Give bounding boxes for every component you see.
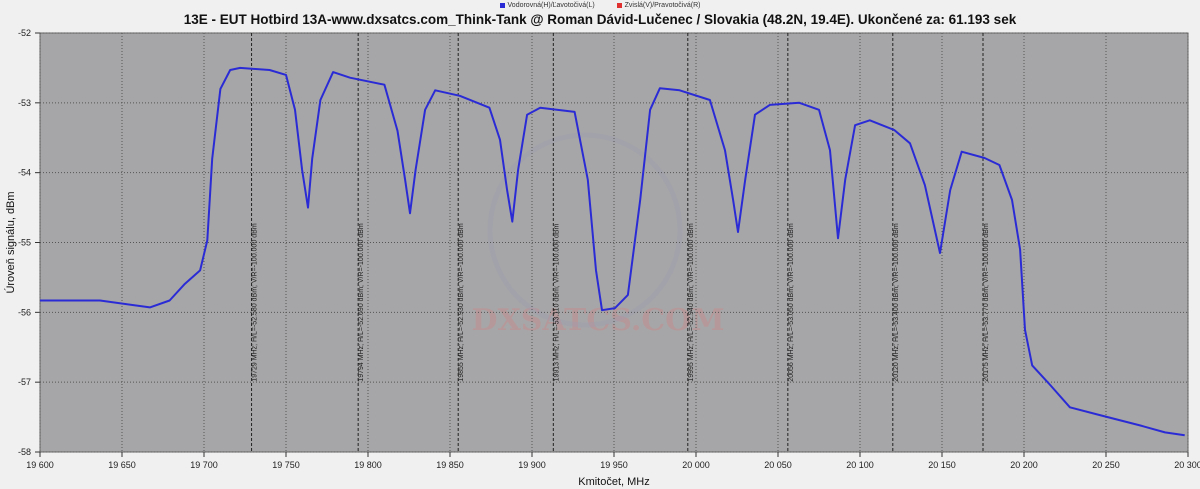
x-tick-label: 19 800 <box>354 460 382 470</box>
y-tick-label: -56 <box>18 307 31 317</box>
chart-title: 13E - EUT Hotbird 13A-www.dxsatcs.com_Th… <box>183 12 1017 27</box>
x-tick-label: 20 000 <box>682 460 710 470</box>
x-tick-label: 20 150 <box>928 460 956 470</box>
marker-label: 20120 MHz; H/L=-53.400 dBm; V/R=-100.000… <box>893 223 900 382</box>
y-tick-label: -54 <box>18 168 31 178</box>
legend-entry-vertical[interactable]: Zvislá(V)/Pravotočivá(R) <box>616 2 701 9</box>
legend-label: Zvislá(V)/Pravotočivá(R) <box>624 2 701 9</box>
x-tick-label: 19 750 <box>272 460 300 470</box>
x-tick-label: 19 650 <box>108 460 136 470</box>
marker-label: 20175 MHz; H/L=-53.770 dBm; V/R=-100.000… <box>983 223 990 382</box>
x-tick-label: 19 850 <box>436 460 464 470</box>
y-axis-label: Úroveň signálu, dBm <box>4 191 17 293</box>
marker-label: 19794 MHz; H/L=-52.690 dBm; V/R=-100.000… <box>358 223 365 382</box>
legend: Vodorovná(H)/Ľavotočivá(L) Zvislá(V)/Pra… <box>0 2 1200 9</box>
y-tick-label: -57 <box>18 377 31 387</box>
x-tick-label: 19 900 <box>518 460 546 470</box>
x-tick-label: 19 600 <box>26 460 54 470</box>
y-tick-label: -58 <box>18 447 31 457</box>
y-tick-label: -55 <box>18 238 31 248</box>
x-tick-label: 20 300 <box>1174 460 1200 470</box>
marker-label: 19913 MHz; H/L=-53.110 dBm; V/R=-100.000… <box>553 223 560 381</box>
watermark-ring <box>487 132 683 328</box>
marker-label: 20056 MHz; H/L=-53.050 dBm; V/R=-100.000… <box>788 223 795 382</box>
x-tick-label: 19 700 <box>190 460 218 470</box>
x-tick-label: 20 250 <box>1092 460 1120 470</box>
watermark-logo: DXSATCS.COM <box>471 303 724 338</box>
x-tick-label: 20 100 <box>846 460 874 470</box>
series-line <box>40 66 1185 437</box>
x-tick-label: 19 950 <box>600 460 628 470</box>
legend-swatch-red <box>616 2 622 8</box>
y-tick-label: -52 <box>18 28 31 38</box>
legend-entry-horizontal[interactable]: Vodorovná(H)/Ľavotočivá(L) <box>499 2 595 9</box>
x-tick-label: 20 050 <box>764 460 792 470</box>
x-tick-label: 20 200 <box>1010 460 1038 470</box>
marker-label: 19729 MHz; H/L=-52.580 dBm; V/R=-100.000… <box>252 223 259 382</box>
x-axis-label: Kmitočet, MHz <box>578 476 650 488</box>
marker-label: 19995 MHz; H/L=-52.940 dBm; V/R=-100.000… <box>688 223 695 382</box>
marker-label: 19855 MHz; H/L=-52.930 dBm; V/R=-100.000… <box>458 223 465 382</box>
legend-label: Vodorovná(H)/Ľavotočivá(L) <box>507 2 595 9</box>
legend-swatch-blue <box>499 2 505 8</box>
y-tick-label: -53 <box>18 98 31 108</box>
